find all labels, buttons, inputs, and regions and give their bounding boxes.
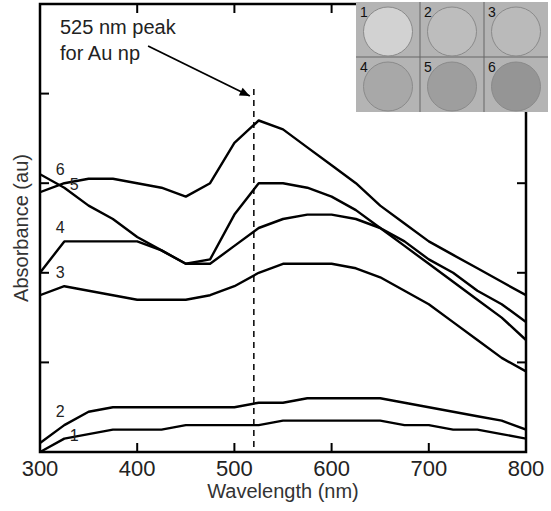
y-tick: [40, 93, 49, 95]
x-tick-label: 600: [313, 456, 350, 481]
inset-well: [492, 62, 541, 111]
x-tick-label: 800: [508, 456, 545, 481]
x-tick-label: 300: [22, 456, 59, 481]
series-line: [40, 121, 526, 296]
series-line: [40, 215, 526, 340]
annotation-arrow: [148, 46, 250, 96]
y-tick-right: [517, 272, 526, 274]
series-line: [40, 264, 526, 372]
y-tick: [40, 182, 49, 184]
inset-label: 1: [360, 4, 368, 20]
y-tick: [40, 361, 49, 363]
x-tick-label: 700: [410, 456, 447, 481]
annotation-text: for Au np: [60, 42, 140, 64]
series-labels: 123456: [56, 161, 79, 443]
series-label: 2: [56, 403, 65, 420]
reference-line: [253, 89, 255, 452]
annotation-text: 525 nm peak: [60, 16, 177, 38]
series-line: [40, 398, 526, 443]
inset-label: 6: [488, 59, 496, 75]
x-tick: [331, 443, 333, 452]
x-tick-top: [39, 4, 41, 13]
series-label: 3: [56, 264, 65, 281]
plot-frame: [40, 4, 526, 452]
series-label: 4: [56, 219, 65, 236]
inset-label: 2: [424, 4, 432, 20]
y-tick-right: [517, 182, 526, 184]
chart: 300 400 500 600 700 800 Wavelength (nm) Absorba…: [0, 0, 551, 511]
inset-grid: [356, 57, 548, 58]
y-axis-title: Absorbance (au): [10, 154, 32, 302]
x-tick: [136, 443, 138, 452]
y-tick: [40, 3, 49, 5]
inset-well: [364, 7, 413, 56]
x-tick-label: 400: [119, 456, 156, 481]
annotation: 525 nm peak for Au np: [60, 16, 250, 96]
plot-data: [40, 89, 526, 452]
x-tick: [428, 443, 430, 452]
x-tick: [525, 443, 527, 452]
series-label: 5: [70, 176, 79, 193]
series-line: [40, 174, 526, 322]
inset-well: [428, 62, 477, 111]
inset-photo: 1 2 3 4 5 6: [356, 2, 548, 112]
series-label: 6: [56, 161, 65, 178]
x-tick-top: [331, 4, 333, 13]
inset-label: 4: [360, 59, 368, 75]
inset-background: [356, 2, 548, 112]
inset-well: [428, 7, 477, 56]
y-tick-right: [517, 451, 526, 453]
inset-well: [492, 7, 541, 56]
inset-label: 3: [488, 4, 496, 20]
inset-label: 5: [424, 59, 432, 75]
series-label: 1: [70, 427, 79, 444]
inset-well: [364, 62, 413, 111]
series-line: [40, 421, 526, 452]
x-tick-label: 500: [216, 456, 253, 481]
x-tick-top: [136, 4, 138, 13]
x-axis-title: Wavelength (nm): [207, 480, 359, 502]
annotation-arrowhead: [239, 88, 250, 96]
x-tick: [233, 443, 235, 452]
x-tick-top: [233, 4, 235, 13]
y-tick-right: [517, 361, 526, 363]
